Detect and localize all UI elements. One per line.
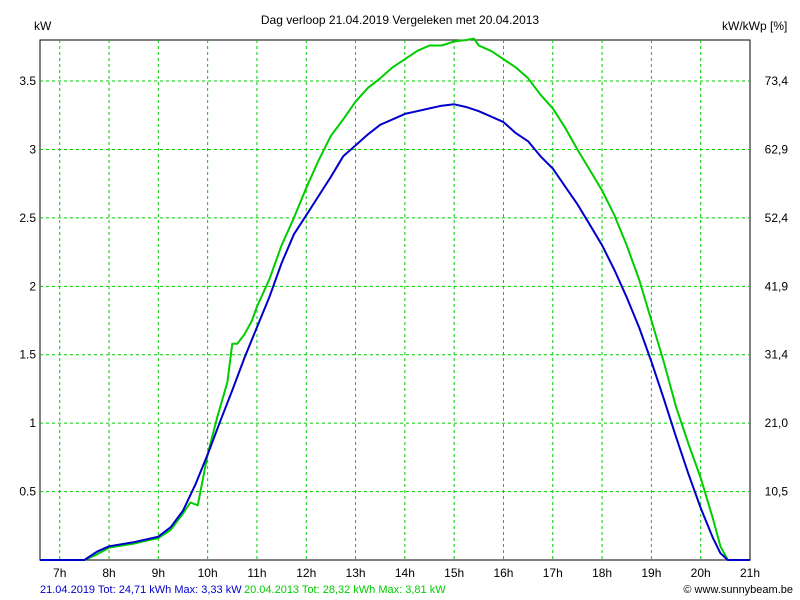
x-tick-label: 13h [346,566,366,580]
grid [40,40,750,560]
credit: © www.sunnybeam.be [683,584,793,596]
y2-tick-label: 73,4 [765,74,789,88]
x-tick-label: 16h [493,566,513,580]
y-tick-label: 0.5 [19,485,36,499]
x-tick-label: 12h [296,566,316,580]
x-tick-label: 19h [641,566,661,580]
x-tick-label: 18h [592,566,612,580]
chart-title: Dag verloop 21.04.2019 Vergeleken met 20… [261,13,540,27]
y2-tick-label: 21,0 [765,416,789,430]
y-axis-label: kW [34,19,52,33]
x-tick-label: 11h [247,566,266,580]
x-tick-label: 20h [691,566,711,580]
y2-tick-label: 62,9 [765,142,789,156]
x-tick-label: 10h [198,566,218,580]
y2-tick-label: 31,4 [765,348,789,362]
series-group [40,37,750,561]
x-tick-label: 21h [740,566,760,580]
tick-labels: 7h 8h 9h 10h 11h 12h 13h 14h 15h 16h 17h 18h 19h 20h 2… [19,74,788,580]
x-tick-label: 17h [543,566,563,580]
legend-2019: 21.04.2019 Tot: 24,71 kWh Max: 3,33 kW [40,584,242,596]
y-tick-label: 3.5 [19,74,36,88]
series-line-20.04.2013 [40,37,750,561]
series-line-21.04.2019 [40,103,750,561]
y-tick-label: 2 [29,279,36,293]
y2-axis-label: kW/kWp [%] [722,19,787,33]
x-tick-label: 15h [444,566,464,580]
x-tick-label: 7h [53,566,66,580]
y2-tick-label: 41,9 [765,279,789,293]
y-tick-label: 1 [29,416,36,430]
y2-tick-label: 52,4 [765,211,789,225]
y2-tick-label: 10,5 [765,485,789,499]
y-tick-label: 3 [29,142,36,156]
x-tick-label: 8h [102,566,115,580]
y-tick-label: 1.5 [19,348,36,362]
legend-2013: 20.04.2013 Tot: 28,32 kWh Max: 3,81 kW [244,584,446,596]
y-tick-label: 2.5 [19,211,36,225]
x-tick-label: 14h [395,566,415,580]
x-tick-label: 9h [152,566,165,580]
